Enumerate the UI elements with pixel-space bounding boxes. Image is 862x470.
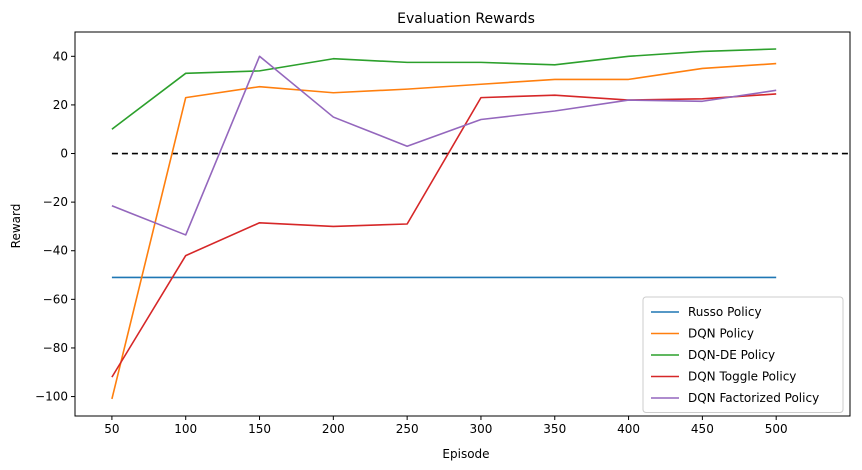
plot-area: 50 100 150 200 250 300 350 400 450 500−100−80−60−… (35, 31, 851, 436)
legend: Russo Policy DQN Policy DQN-DE Policy DQN T… (642, 296, 844, 413)
x-tick-label: 150 (248, 422, 271, 436)
series-line-3 (111, 48, 777, 130)
series-line-5 (111, 55, 777, 236)
x-tick-label: 350 (543, 422, 566, 436)
legend-label: DQN Policy (688, 327, 754, 341)
legend-box (642, 296, 844, 413)
y-tick-label: 20 (53, 98, 68, 112)
x-tick-label: 400 (617, 422, 640, 436)
x-tick-label: 100 (174, 422, 197, 436)
plot-frame (74, 31, 851, 417)
y-tick-label: −40 (43, 244, 68, 258)
x-tick-label: 50 (104, 422, 119, 436)
series-line-4 (111, 93, 777, 378)
legend-label: Russo Policy (688, 305, 762, 319)
y-tick-label: −100 (35, 390, 68, 404)
legend-label: DQN Factorized Policy (688, 391, 819, 405)
x-axis-title: Episode (442, 447, 489, 461)
y-tick-label: 40 (53, 49, 68, 63)
y-tick-label: −60 (43, 292, 68, 306)
y-tick-label: 0 (60, 147, 68, 161)
y-axis-title: Reward (9, 204, 23, 249)
y-tick-label: −20 (43, 195, 68, 209)
x-tick-label: 450 (691, 422, 714, 436)
series-line-2 (111, 62, 777, 400)
y-tick-label: −80 (43, 341, 68, 355)
legend-label: DQN Toggle Policy (688, 370, 796, 384)
legend-label: DQN-DE Policy (688, 348, 775, 362)
x-tick-label: 200 (322, 422, 345, 436)
x-tick-label: 500 (765, 422, 788, 436)
x-tick-label: 300 (469, 422, 492, 436)
chart-title: Evaluation Rewards (397, 11, 535, 27)
x-tick-label: 250 (396, 422, 419, 436)
